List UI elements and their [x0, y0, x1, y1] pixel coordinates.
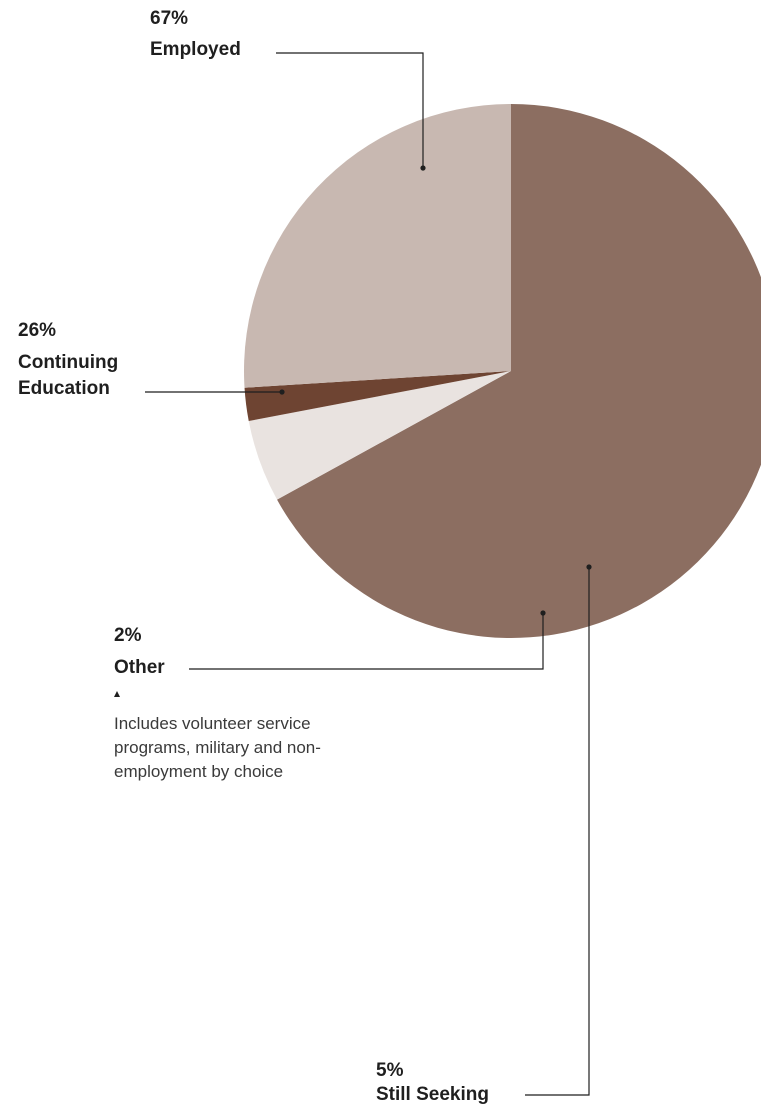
- employed-percent-label: 67%: [150, 8, 189, 29]
- continuing-education-percent-label: 26%: [18, 320, 57, 341]
- other-anchor-dot: [540, 610, 546, 616]
- employed-category-label: Employed: [150, 39, 241, 60]
- continuing-education-label-line-2: Education: [18, 378, 110, 399]
- other-percent-label: 2%: [114, 625, 142, 646]
- continuing-education-label-line-1: Continuing: [18, 352, 119, 373]
- still-seeking-anchor-dot: [586, 564, 592, 570]
- pie-slice-other: [244, 371, 512, 422]
- employed-anchor-dot: [420, 165, 426, 171]
- still-seeking-leader-line: [525, 567, 590, 1096]
- employed-leader-line: [276, 52, 424, 168]
- pie-slice-employed: [277, 104, 761, 638]
- still-seeking-percent-label: 5%: [376, 1060, 404, 1081]
- still-seeking-category-label: Still Seeking: [376, 1084, 489, 1105]
- triangle-icon: [114, 691, 120, 697]
- other-category-label: Other: [114, 657, 165, 678]
- pie-slice-still-seeking: [248, 371, 511, 500]
- other-leader-line: [189, 613, 544, 670]
- other-footnote-text: Includes volunteer service programs, mil…: [114, 714, 321, 781]
- continuing-education-anchor-dot: [279, 389, 285, 395]
- pie-slice-continuing-education: [244, 104, 512, 388]
